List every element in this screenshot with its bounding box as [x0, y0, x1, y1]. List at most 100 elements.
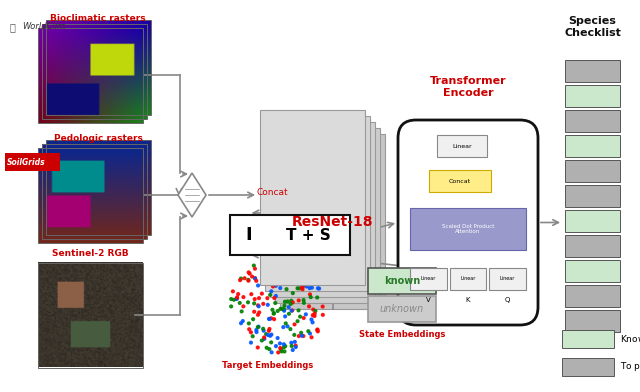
FancyBboxPatch shape [565, 310, 620, 332]
Point [252, 329, 262, 335]
Point [296, 285, 307, 291]
Point [264, 346, 275, 352]
Point [287, 264, 298, 270]
Point [264, 269, 274, 275]
Text: Concat: Concat [449, 178, 471, 183]
Point [250, 265, 260, 272]
Point [313, 285, 323, 291]
Point [307, 279, 317, 286]
Text: K: K [466, 297, 470, 303]
Point [247, 274, 257, 280]
Text: Concat: Concat [256, 188, 288, 197]
Point [307, 285, 317, 291]
Point [279, 306, 289, 312]
Point [288, 276, 298, 283]
Text: V: V [426, 297, 431, 303]
Point [268, 266, 278, 272]
Text: Pedologic rasters: Pedologic rasters [54, 134, 143, 143]
Point [276, 348, 287, 354]
Point [253, 282, 263, 289]
FancyBboxPatch shape [437, 135, 487, 157]
FancyBboxPatch shape [562, 330, 614, 348]
Point [269, 310, 279, 316]
Point [258, 301, 268, 307]
Point [307, 334, 317, 340]
Point [265, 333, 275, 339]
FancyBboxPatch shape [5, 153, 60, 171]
Text: 🌍: 🌍 [10, 22, 16, 32]
Point [257, 338, 267, 344]
Point [248, 333, 258, 339]
Point [273, 335, 283, 341]
Point [270, 300, 280, 306]
FancyBboxPatch shape [410, 268, 447, 290]
Point [292, 285, 303, 291]
Text: unknown: unknown [380, 304, 424, 314]
Point [292, 268, 302, 274]
Point [232, 294, 243, 300]
FancyBboxPatch shape [565, 210, 620, 232]
Point [266, 332, 276, 338]
Point [244, 320, 254, 327]
Point [257, 261, 267, 267]
Point [279, 259, 289, 265]
Point [264, 316, 275, 322]
Point [313, 328, 323, 334]
Point [293, 307, 303, 314]
FancyBboxPatch shape [565, 85, 620, 107]
Text: Target Embeddings: Target Embeddings [222, 361, 314, 370]
Point [287, 308, 297, 314]
Point [305, 285, 315, 291]
Point [262, 345, 272, 351]
Point [305, 330, 315, 337]
Point [294, 333, 304, 339]
Point [285, 326, 296, 332]
Point [258, 326, 268, 332]
Point [244, 326, 254, 332]
Point [304, 303, 314, 310]
Text: T + S: T + S [285, 227, 330, 243]
Point [259, 328, 269, 334]
FancyBboxPatch shape [280, 134, 385, 309]
FancyBboxPatch shape [565, 235, 620, 257]
FancyBboxPatch shape [270, 122, 375, 297]
FancyBboxPatch shape [565, 185, 620, 207]
Point [280, 299, 290, 305]
Point [251, 278, 261, 284]
Point [268, 283, 278, 290]
Point [250, 296, 260, 302]
Point [288, 269, 298, 276]
Point [254, 309, 264, 316]
Point [253, 324, 263, 330]
Point [266, 339, 276, 345]
Point [286, 339, 296, 346]
FancyBboxPatch shape [565, 285, 620, 307]
Text: State Embeddings: State Embeddings [359, 330, 445, 339]
Point [237, 318, 248, 324]
Point [269, 269, 279, 276]
Text: known: known [384, 276, 420, 286]
Text: Scaled Dot Product
Attention: Scaled Dot Product Attention [442, 223, 494, 234]
Point [298, 333, 308, 339]
Point [280, 320, 291, 327]
Point [289, 332, 300, 338]
Text: Sentinel-2 RGB: Sentinel-2 RGB [52, 249, 128, 258]
Point [271, 283, 281, 289]
Point [285, 301, 296, 307]
Text: WorldClim: WorldClim [22, 22, 65, 31]
Point [253, 344, 263, 350]
Point [310, 308, 321, 314]
Point [266, 349, 276, 356]
FancyBboxPatch shape [398, 120, 538, 325]
Point [305, 275, 315, 281]
Point [263, 332, 273, 338]
Point [259, 334, 269, 341]
FancyBboxPatch shape [490, 268, 526, 290]
Point [261, 263, 271, 270]
Point [298, 315, 308, 321]
Point [298, 283, 308, 290]
Point [246, 329, 256, 336]
Text: ResNet-18: ResNet-18 [292, 214, 373, 229]
Point [249, 309, 259, 315]
Point [226, 296, 236, 302]
